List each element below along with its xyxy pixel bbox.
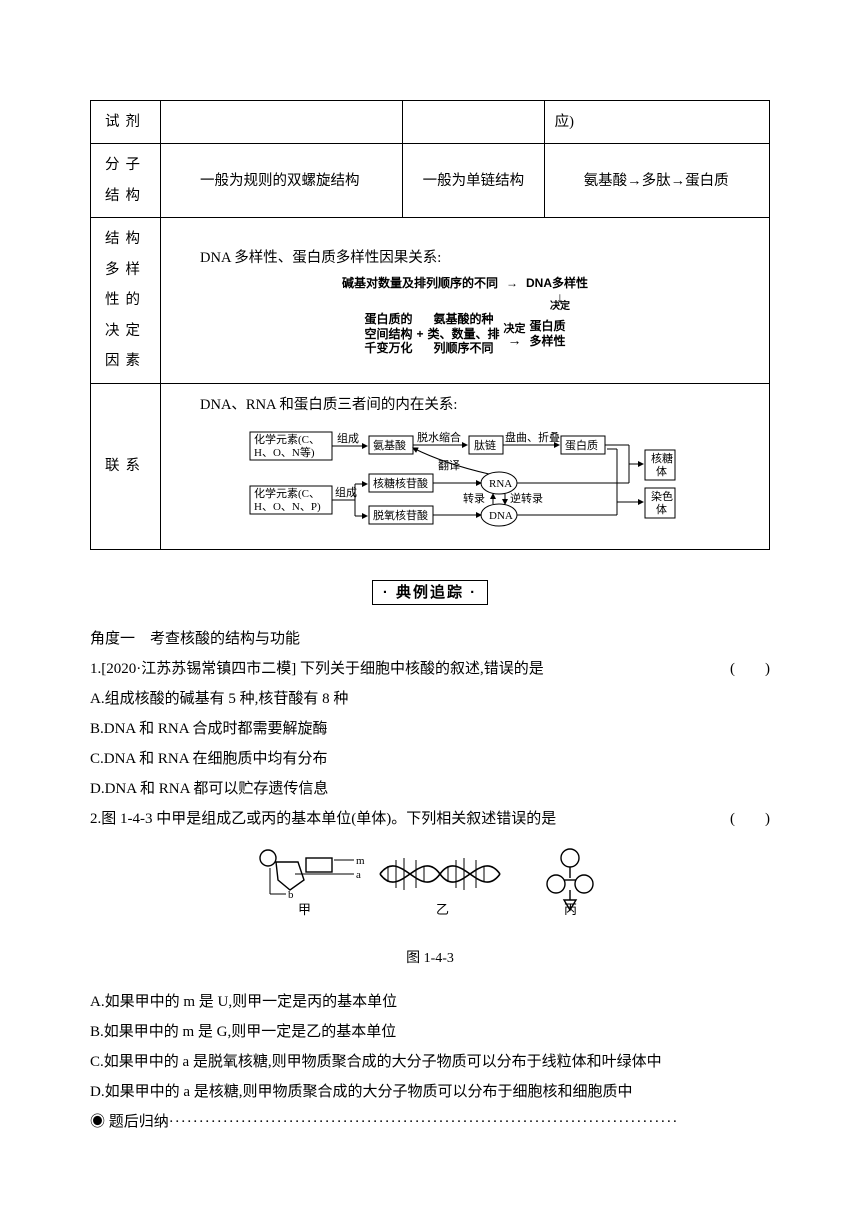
peptide: 肽链 xyxy=(474,438,496,452)
ribo-nt: 核糖核苷酸 xyxy=(373,476,428,490)
q1-stem: 1.[2020·江苏苏锡常镇四市二模] 下列关于细胞中核酸的叙述,错误的是 xyxy=(90,661,544,677)
q1-stem-line: 1.[2020·江苏苏锡常镇四市二模] 下列关于细胞中核酸的叙述,错误的是 ( … xyxy=(90,654,770,684)
label-jia: 甲 xyxy=(298,902,311,917)
cell-structure-3: 氨基酸→多肽→蛋白质 xyxy=(544,144,769,218)
q2-opt-c: C.如果甲中的 a 是脱氧核糖,则甲物质聚合成的大分子物质可以分布于线粒体和叶绿… xyxy=(90,1047,770,1077)
elem2b: H、O、N、P) xyxy=(254,501,321,513)
elem1a: 化学元素(C、 xyxy=(254,432,320,446)
figure-1-4-3: m a b 甲 乙 xyxy=(90,840,770,931)
table-row-structure: 分子结构 一般为规则的双螺旋结构 一般为单链结构 氨基酸→多肽→蛋白质 xyxy=(91,144,770,218)
q1-opt-b: B.DNA 和 RNA 合成时都需要解旋酶 xyxy=(90,714,770,744)
dehydr: 脱水缩合 xyxy=(417,430,461,444)
label-bing: 丙 xyxy=(564,902,577,917)
table-row-relation: 联系 DNA、RNA 和蛋白质三者间的内在关系: 化学元素(C、 H、O、N等)… xyxy=(91,383,770,549)
svg-text:体: 体 xyxy=(656,502,667,516)
prot-div-2: 多样性 xyxy=(530,334,566,348)
prot-struct-3: 千变万化 xyxy=(364,341,412,355)
label-yi: 乙 xyxy=(436,902,449,917)
compose2: 组成 xyxy=(335,485,357,499)
q2-stem: 2.图 1-4-3 中甲是组成乙或丙的基本单位(单体)。下列相关叙述错误的是 xyxy=(90,811,556,827)
cell-reagent-1 xyxy=(161,101,403,144)
rev-trans: 逆转录 xyxy=(510,491,543,505)
rowhead-diversity: 结构多样性的决定因素 xyxy=(91,218,161,383)
cell-reagent-2 xyxy=(403,101,545,144)
q1-opt-c: C.DNA 和 RNA 在细胞质中均有分布 xyxy=(90,744,770,774)
cell-structure-1: 一般为规则的双螺旋结构 xyxy=(161,144,403,218)
comparison-table: 试剂 应) 分子结构 一般为规则的双螺旋结构 一般为单链结构 氨基酸→多肽→蛋白… xyxy=(90,100,770,550)
translate: 翻译 xyxy=(438,458,460,472)
footer-note: ◉ 题后归纳··································… xyxy=(90,1107,770,1137)
angle-1-heading: 角度一 考查核酸的结构与功能 xyxy=(90,624,770,654)
cell-diversity-diagram: DNA 多样性、蛋白质多样性因果关系: 碱基对数量及排列顺序的不同 → DNA多… xyxy=(161,218,770,383)
decide-label-v: 决定 xyxy=(550,302,570,312)
relation-diagram: 化学元素(C、 H、O、N等) 化学元素(C、 H、O、N、P) 组成 氨基酸 … xyxy=(245,424,685,539)
prot-struct-2: 空间结构 xyxy=(364,327,412,341)
section-title: · 典例追踪 · xyxy=(90,578,770,608)
q2-opt-d: D.如果甲中的 a 是核糖,则甲物质聚合成的大分子物质可以分布于细胞核和细胞质中 xyxy=(90,1077,770,1107)
q2-stem-line: 2.图 1-4-3 中甲是组成乙或丙的基本单位(单体)。下列相关叙述错误的是 (… xyxy=(90,804,770,834)
section-title-text: · 典例追踪 · xyxy=(372,580,488,605)
relation-intro: DNA、RNA 和蛋白质三者间的内在关系: xyxy=(171,390,759,420)
arrow-right-icon: → xyxy=(508,336,522,344)
q1-paren: ( ) xyxy=(730,654,770,684)
rowhead-relation: 联系 xyxy=(91,383,161,549)
div-baseseq: 碱基对数量及排列顺序的不同 xyxy=(338,276,502,290)
q2-opt-b: B.如果甲中的 m 是 G,则甲一定是乙的基本单位 xyxy=(90,1017,770,1047)
protein: 蛋白质 xyxy=(565,438,598,452)
table-row-diversity: 结构多样性的决定因素 DNA 多样性、蛋白质多样性因果关系: 碱基对数量及排列顺… xyxy=(91,218,770,383)
figure-caption: 图 1-4-3 xyxy=(90,945,770,973)
q1-opt-d: D.DNA 和 RNA 都可以贮存遗传信息 xyxy=(90,774,770,804)
dna: DNA xyxy=(489,510,513,522)
page: 试剂 应) 分子结构 一般为规则的双螺旋结构 一般为单链结构 氨基酸→多肽→蛋白… xyxy=(0,0,860,1197)
plus-icon: + xyxy=(416,327,423,341)
rowhead-structure: 分子结构 xyxy=(91,144,161,218)
footer-note-text: ◉ 题后归纳 xyxy=(90,1114,169,1130)
rna: RNA xyxy=(489,478,512,490)
aa-kind-3: 列顺序不同 xyxy=(427,341,499,355)
div-dna-diversity: DNA多样性 xyxy=(522,276,592,290)
cell-reagent-3: 应) xyxy=(544,101,769,144)
svg-text:染色: 染色 xyxy=(651,489,673,503)
elem1b: H、O、N等) xyxy=(254,445,315,459)
prot-struct-1: 蛋白质的 xyxy=(364,312,412,326)
compose1: 组成 xyxy=(337,431,359,445)
rowhead-reagent: 试剂 xyxy=(91,101,161,144)
diversity-diagram: 碱基对数量及排列顺序的不同 → DNA多样性 ↓ 决定 xyxy=(338,274,592,358)
deoxy-nt: 脱氧核苷酸 xyxy=(373,508,428,522)
q2-opt-a: A.如果甲中的 m 是 U,则甲一定是丙的基本单位 xyxy=(90,987,770,1017)
cell-relation-diagram: DNA、RNA 和蛋白质三者间的内在关系: 化学元素(C、 H、O、N等) 化学… xyxy=(161,383,770,549)
transcribe: 转录 xyxy=(463,491,485,505)
elem2a: 化学元素(C、 xyxy=(254,486,320,500)
svg-text:体: 体 xyxy=(656,464,667,478)
q2-paren: ( ) xyxy=(730,804,770,834)
fold: 盘曲、折叠 xyxy=(505,430,560,444)
prot-div-1: 蛋白质 xyxy=(530,319,566,333)
diversity-intro: DNA 多样性、蛋白质多样性因果关系: xyxy=(171,243,759,273)
q1-opt-a: A.组成核酸的碱基有 5 种,核苷酸有 8 种 xyxy=(90,684,770,714)
arrow-right-icon: → xyxy=(502,276,522,290)
aa-kind-1: 氨基酸的种 xyxy=(427,312,499,326)
aa-kind-2: 类、数量、排 xyxy=(427,327,499,341)
aa: 氨基酸 xyxy=(373,438,406,452)
table-row-reagent: 试剂 应) xyxy=(91,101,770,144)
cell-structure-2: 一般为单链结构 xyxy=(403,144,545,218)
label-m: m xyxy=(356,855,365,867)
label-b: b xyxy=(288,889,294,901)
ribosome1: 核糖 xyxy=(651,451,673,465)
dotted-line: ········································… xyxy=(169,1114,679,1130)
label-a: a xyxy=(356,869,361,881)
